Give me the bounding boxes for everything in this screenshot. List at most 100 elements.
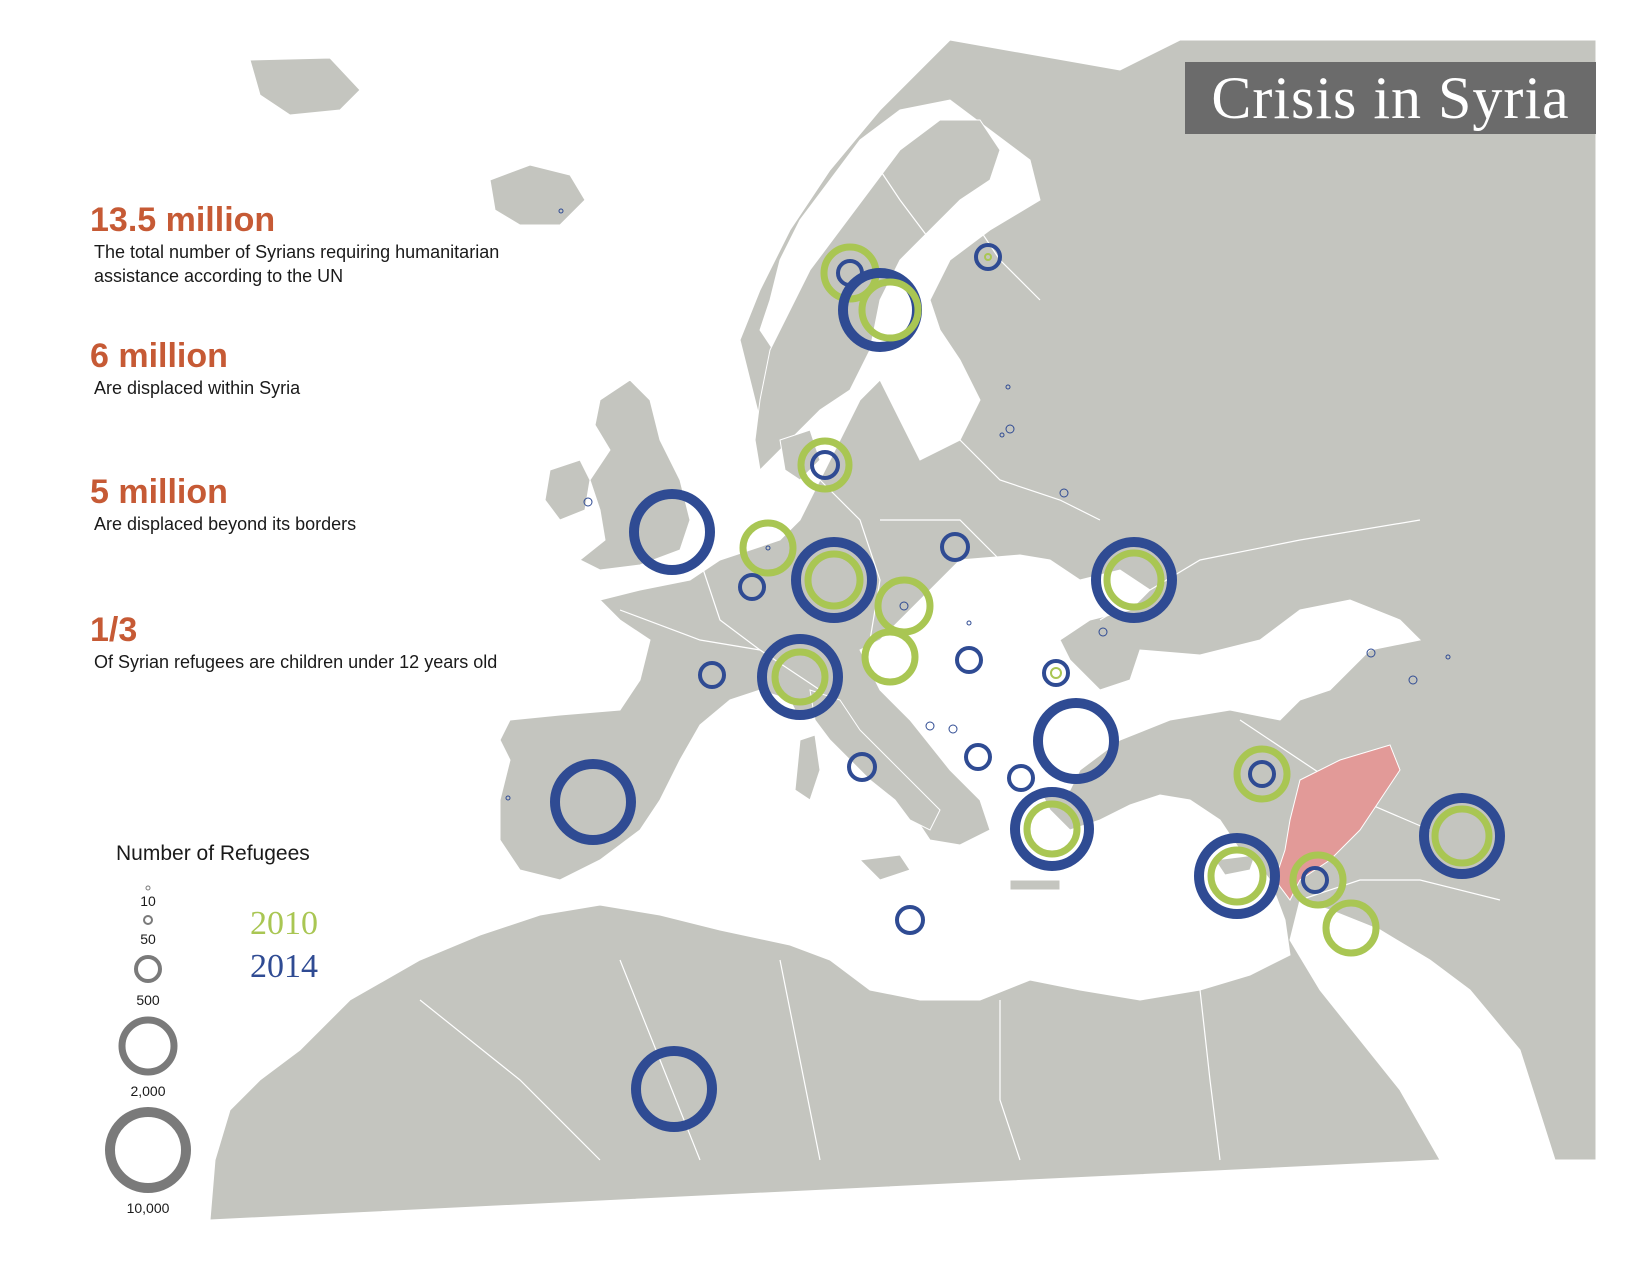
refugee-ring <box>810 450 840 480</box>
refugee-ring <box>1431 805 1493 867</box>
refugee-ring <box>1248 760 1276 788</box>
refugee-ring <box>550 759 636 845</box>
stat-externally-displaced: 5 million Are displaced beyond its borde… <box>90 472 564 536</box>
refugee-ring <box>738 573 766 601</box>
refugee-ring <box>899 601 909 611</box>
land-shape <box>754 119 1001 472</box>
border-line <box>419 999 601 1161</box>
border-line <box>699 559 761 651</box>
refugee-ring <box>1091 537 1177 623</box>
border-line <box>859 139 931 241</box>
legend-year-2014: 2014 <box>250 948 318 985</box>
legend-ring <box>105 1107 191 1193</box>
land-masses <box>209 39 1597 1221</box>
refugee-ring <box>955 646 983 674</box>
stat-value: 6 million <box>90 337 228 375</box>
legend-ring <box>134 955 162 983</box>
refugee-ring <box>1050 667 1062 679</box>
refugee-ring <box>858 278 922 342</box>
refugee-ring <box>874 576 934 636</box>
refugee-ring <box>739 519 797 577</box>
legend-size-label: 2,000 <box>130 1083 166 1099</box>
refugee-ring <box>804 550 864 610</box>
refugee-ring <box>847 752 877 782</box>
legend-ring <box>145 885 151 891</box>
refugee-ring <box>984 253 992 261</box>
stat-description: Are displaced within Syria <box>94 378 301 398</box>
map-title: Crisis in Syria <box>1185 62 1596 134</box>
land-shape <box>858 854 911 881</box>
refugee-ring <box>1005 384 1011 390</box>
land-shape <box>249 57 361 116</box>
refugee-ring <box>1098 627 1108 637</box>
refugee-ring <box>895 905 925 935</box>
stat-value: 5 million <box>90 473 228 511</box>
refugee-ring <box>583 497 593 507</box>
refugee-circles <box>505 208 1505 1132</box>
refugee-ring <box>1010 787 1094 871</box>
refugee-ring <box>948 724 958 734</box>
land-shape <box>794 734 821 801</box>
refugee-ring <box>999 432 1005 438</box>
border-line <box>900 619 1060 641</box>
land-shape <box>579 379 691 571</box>
refugee-ring <box>1289 851 1347 909</box>
refugee-ring <box>1301 866 1329 894</box>
stat-value: 1/3 <box>90 611 138 649</box>
refugee-ring <box>765 545 771 551</box>
refugee-ring <box>1322 899 1380 957</box>
refugee-ring <box>1207 846 1267 906</box>
refugee-ring <box>505 795 511 801</box>
stat-internally-displaced: 6 million Are displaced within Syria <box>90 336 564 400</box>
refugee-ring <box>629 489 715 575</box>
legend-size-circles <box>105 885 191 1193</box>
refugee-ring <box>940 532 970 562</box>
refugee-ring <box>1233 745 1291 803</box>
legend-title: Number of Refugees <box>116 842 310 865</box>
refugee-ring <box>1042 659 1070 687</box>
refugee-ring <box>966 620 972 626</box>
land-shape <box>544 459 591 521</box>
land-shape <box>1009 879 1061 891</box>
refugee-ring <box>1059 488 1069 498</box>
stat-description: Of Syrian refugees are children under 12… <box>94 652 498 672</box>
refugee-ring <box>1194 833 1280 919</box>
border-line <box>880 519 1001 561</box>
refugee-ring <box>1419 793 1505 879</box>
refugee-ring <box>1023 800 1081 858</box>
stat-children: 1/3 Of Syrian refugees are children unde… <box>90 610 564 674</box>
land-shape <box>489 164 586 226</box>
legend-ring <box>118 1016 178 1076</box>
legend-size-label: 50 <box>140 931 156 947</box>
border-line <box>879 689 1061 721</box>
refugee-ring <box>558 208 564 214</box>
refugee-ring <box>1005 424 1015 434</box>
border-line <box>999 1000 1021 1161</box>
refugee-ring <box>974 243 1002 271</box>
land-shape <box>209 39 1597 1221</box>
refugee-ring <box>1033 698 1119 784</box>
border-line <box>1099 519 1421 621</box>
refugee-ring <box>698 661 726 689</box>
refugee-ring <box>925 721 935 731</box>
refugee-ring <box>1366 648 1376 658</box>
legend-size-label: 10,000 <box>126 1200 170 1216</box>
refugee-ring <box>1103 549 1165 611</box>
refugee-ring <box>964 743 992 771</box>
refugee-ring <box>757 634 843 720</box>
refugee-ring <box>1445 654 1451 660</box>
refugee-ring <box>861 628 919 686</box>
legend-size-label: 500 <box>136 992 160 1008</box>
border-line <box>1299 879 1501 901</box>
refugee-ring <box>771 648 829 706</box>
border-line <box>1199 989 1221 1161</box>
refugee-ring <box>797 437 853 493</box>
refugee-ring <box>1007 764 1035 792</box>
border-line <box>779 959 821 1161</box>
border-line <box>619 609 821 691</box>
legend-size-label: 10 <box>140 893 156 909</box>
refugee-ring <box>791 537 877 623</box>
land-shape <box>1214 854 1256 876</box>
border-line <box>959 439 1101 521</box>
